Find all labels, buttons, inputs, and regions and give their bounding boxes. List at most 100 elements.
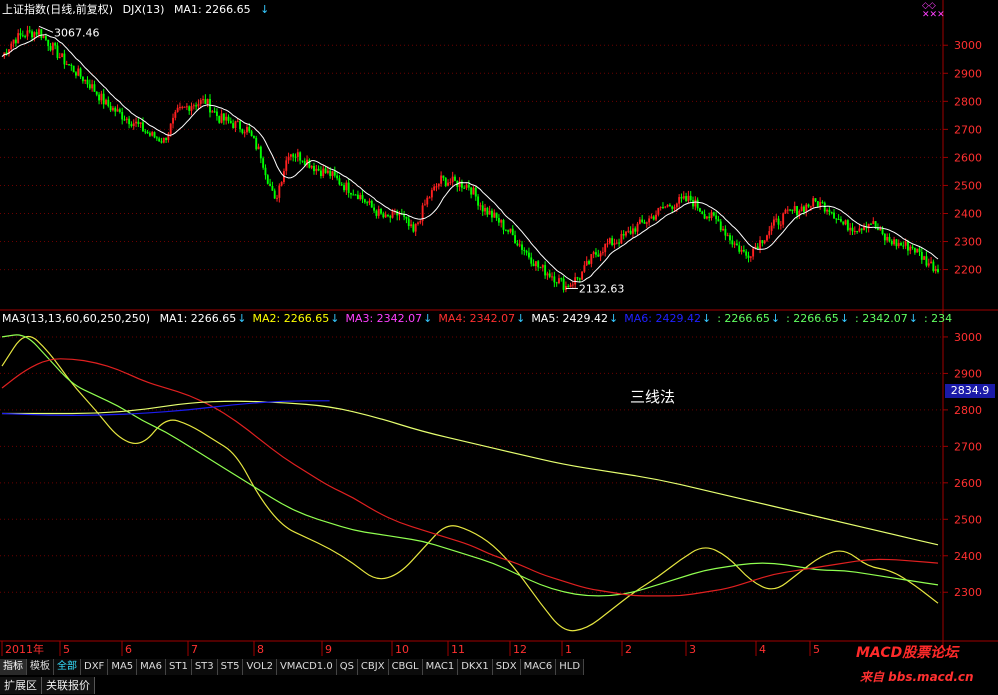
candle-body bbox=[26, 30, 29, 37]
candle-body bbox=[35, 32, 38, 35]
candle-body bbox=[761, 240, 764, 244]
candle-body bbox=[387, 214, 389, 217]
candle-body bbox=[726, 235, 729, 237]
candle-body bbox=[56, 45, 59, 58]
candle-body bbox=[405, 216, 408, 219]
x-axis-label: 3 bbox=[689, 643, 696, 656]
cross-icon[interactable]: ✕✕✕ bbox=[922, 10, 945, 20]
candle-body bbox=[38, 29, 40, 35]
candle-body bbox=[58, 57, 61, 59]
candle-body bbox=[752, 248, 755, 257]
bottom-y-tick-label: 2600 bbox=[954, 477, 982, 490]
candle-body bbox=[10, 43, 13, 50]
candle-body bbox=[555, 282, 558, 284]
candle-body bbox=[881, 228, 884, 234]
candle-body bbox=[176, 107, 179, 112]
indicator-button[interactable]: QS bbox=[336, 659, 358, 675]
candle-body bbox=[84, 79, 87, 82]
indicator-button[interactable]: ST5 bbox=[217, 659, 244, 675]
indicator-button[interactable]: ST3 bbox=[191, 659, 218, 675]
candle-body bbox=[313, 165, 315, 172]
candle-body bbox=[687, 195, 690, 201]
window-control-icons[interactable]: ◇◇ ✕✕✕ bbox=[922, 2, 945, 20]
indicator-button[interactable]: ST1 bbox=[166, 659, 192, 675]
high-marker-label: 3067.46 bbox=[54, 26, 100, 39]
candle-body bbox=[689, 195, 692, 201]
arrow-down-icon: ↓ bbox=[701, 312, 712, 325]
candle-body bbox=[162, 137, 165, 143]
candle-body bbox=[225, 116, 228, 121]
candle-body bbox=[872, 221, 875, 225]
candle-body bbox=[754, 246, 757, 249]
x-axis-label: 6 bbox=[125, 643, 132, 656]
indicator-button[interactable]: VOL2 bbox=[243, 659, 277, 675]
candle-body bbox=[12, 39, 15, 44]
bottom-y-tick-label: 2900 bbox=[954, 367, 982, 380]
candle-body bbox=[250, 131, 253, 136]
candle-body bbox=[246, 127, 248, 133]
indicator-button[interactable]: 模板 bbox=[27, 659, 54, 675]
indicator-button[interactable]: DXF bbox=[81, 659, 109, 675]
candle-body bbox=[844, 220, 847, 225]
candle-body bbox=[856, 231, 859, 233]
indicator-button[interactable]: DKX1 bbox=[458, 659, 493, 675]
candle-body bbox=[775, 218, 778, 220]
candle-body bbox=[61, 53, 64, 58]
candle-body bbox=[65, 64, 68, 66]
indicator-button[interactable]: 指标 bbox=[0, 659, 27, 675]
indicator-button[interactable]: HLD bbox=[556, 659, 585, 675]
candle-body bbox=[694, 199, 697, 207]
candle-body bbox=[625, 231, 627, 236]
candle-body bbox=[888, 236, 891, 241]
candle-body bbox=[419, 221, 422, 223]
candle-body bbox=[289, 154, 292, 157]
candle-body bbox=[86, 79, 89, 85]
candle-body bbox=[322, 168, 325, 177]
candle-body bbox=[507, 230, 510, 232]
candle-body bbox=[144, 131, 147, 133]
candle-body bbox=[338, 178, 341, 185]
candle-body bbox=[28, 30, 31, 32]
candle-body bbox=[823, 202, 826, 212]
candle-body bbox=[354, 194, 357, 196]
candle-body bbox=[109, 106, 112, 111]
candle-body bbox=[213, 111, 216, 113]
candle-body bbox=[488, 210, 491, 215]
candle-body bbox=[299, 152, 302, 161]
candle-body bbox=[819, 202, 822, 208]
candle-body bbox=[356, 194, 359, 200]
candle-body bbox=[72, 65, 75, 73]
candle-body bbox=[370, 200, 373, 208]
indicator-formula: MA3(13,13,60,60,250,250) bbox=[2, 312, 151, 325]
candle-body bbox=[571, 284, 574, 286]
candle-body bbox=[622, 234, 625, 236]
diamond-icon[interactable]: ◇◇ bbox=[922, 1, 936, 11]
indicator-button[interactable]: CBGL bbox=[388, 659, 423, 675]
bottom-tab[interactable]: 关联报价 bbox=[42, 677, 95, 694]
candle-body bbox=[91, 84, 94, 89]
candle-body bbox=[158, 138, 161, 142]
candle-body bbox=[497, 217, 500, 223]
indicator-button[interactable]: MA5 bbox=[108, 659, 138, 675]
indicator-button[interactable]: MA6 bbox=[137, 659, 166, 675]
indicator-button[interactable]: MAC6 bbox=[520, 659, 557, 675]
candle-body bbox=[204, 99, 207, 104]
candle-body bbox=[271, 185, 274, 191]
candle-body bbox=[833, 212, 835, 219]
candle-body bbox=[717, 219, 720, 222]
candle-body bbox=[229, 120, 232, 124]
candle-body bbox=[611, 238, 614, 245]
candle-body bbox=[645, 222, 648, 224]
candle-body bbox=[241, 129, 244, 133]
indicator-button[interactable]: CBJX bbox=[357, 659, 389, 675]
candle-body bbox=[530, 257, 533, 264]
bottom-tab[interactable]: 扩展区 bbox=[0, 677, 42, 694]
indicator-button[interactable]: MAC1 bbox=[422, 659, 459, 675]
indicator-button[interactable]: VMACD1.0 bbox=[276, 659, 337, 675]
candle-body bbox=[479, 205, 482, 207]
indicator-button[interactable]: SDX bbox=[492, 659, 521, 675]
indicator-button[interactable]: 全部 bbox=[54, 659, 81, 675]
top-y-tick-label: 2900 bbox=[954, 67, 982, 80]
candle-body bbox=[107, 99, 110, 107]
legend-item: : 234 bbox=[923, 312, 953, 325]
